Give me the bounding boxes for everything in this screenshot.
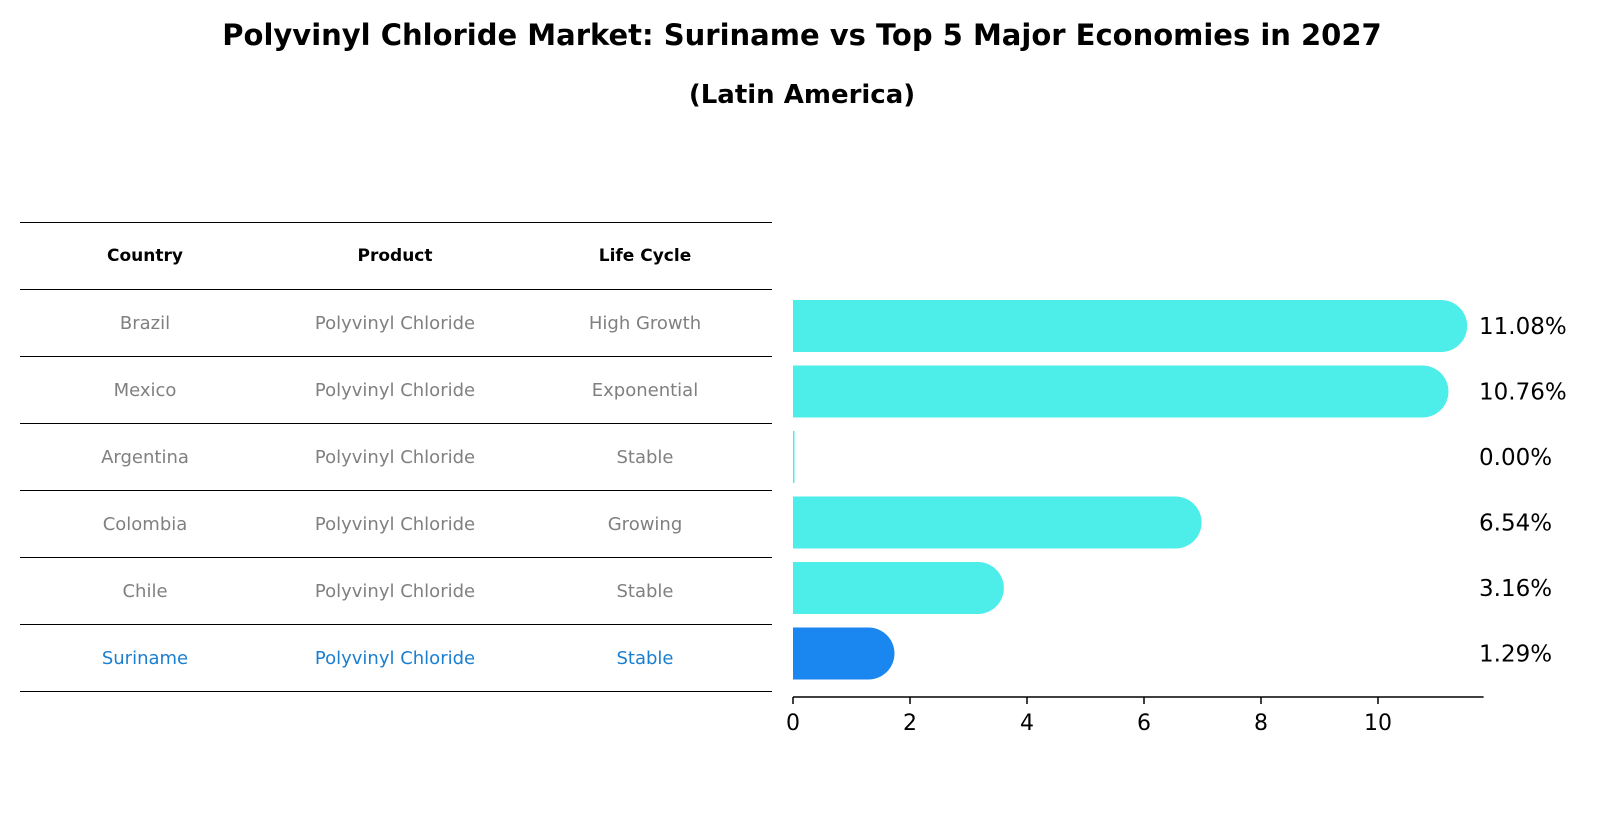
value-label: 0.00% xyxy=(1479,445,1552,471)
bar-chile xyxy=(793,562,1004,614)
chart-title: Polyvinyl Chloride Market: Suriname vs T… xyxy=(222,18,1382,52)
table-row: Brazil Polyvinyl Chloride High Growth xyxy=(20,290,772,357)
x-tick-label: 8 xyxy=(1254,711,1268,736)
product-cell: Polyvinyl Chloride xyxy=(314,513,476,535)
value-label: 6.54% xyxy=(1479,511,1552,537)
life-cycle-cell: Exponential xyxy=(591,379,699,401)
country-cell: Colombia xyxy=(102,513,188,535)
header-life-cycle: Life Cycle xyxy=(598,246,692,266)
value-label: 11.08% xyxy=(1479,314,1567,340)
chart-subtitle: (Latin America) xyxy=(688,80,916,110)
country-cell: Argentina xyxy=(101,446,189,468)
product-cell: Polyvinyl Chloride xyxy=(314,379,476,401)
life-cycle-cell: Growing xyxy=(607,513,683,535)
country-cell: Mexico xyxy=(113,379,177,401)
life-cycle-cell: Stable xyxy=(616,580,674,602)
bar-brazil xyxy=(793,300,1468,352)
product-cell: Polyvinyl Chloride xyxy=(314,312,476,334)
product-cell: Polyvinyl Chloride xyxy=(314,580,476,602)
value-label: 3.16% xyxy=(1479,576,1552,602)
header-product: Product xyxy=(357,246,433,266)
life-cycle-cell: High Growth xyxy=(588,312,702,334)
table-row: Argentina Polyvinyl Chloride Stable xyxy=(20,424,772,491)
country-cell: Brazil xyxy=(119,312,171,334)
x-tick-label: 10 xyxy=(1364,711,1392,736)
life-cycle-cell: Stable xyxy=(616,446,674,468)
market-table: Country Product Life Cycle Brazil Polyvi… xyxy=(20,222,772,692)
table-row: Mexico Polyvinyl Chloride Exponential xyxy=(20,357,772,424)
product-cell: Polyvinyl Chloride xyxy=(314,446,476,468)
bar-suriname xyxy=(793,627,895,680)
x-tick-label: 6 xyxy=(1137,711,1151,736)
value-label: 10.76% xyxy=(1479,380,1567,406)
header-country: Country xyxy=(107,246,183,266)
bar-colombia xyxy=(793,496,1202,549)
table-header-row: Country Product Life Cycle xyxy=(20,223,772,290)
table-row-highlight: Suriname Polyvinyl Chloride Stable xyxy=(20,625,772,692)
bar-mexico xyxy=(793,365,1449,418)
table-row: Chile Polyvinyl Chloride Stable xyxy=(20,558,772,625)
bar-argentina xyxy=(793,431,795,483)
table-row: Colombia Polyvinyl Chloride Growing xyxy=(20,491,772,558)
life-cycle-cell: Stable xyxy=(616,647,674,669)
country-cell: Chile xyxy=(122,580,168,602)
x-tick-label: 4 xyxy=(1020,711,1034,736)
country-cell: Suriname xyxy=(101,647,189,669)
value-label: 1.29% xyxy=(1479,642,1552,668)
product-cell: Polyvinyl Chloride xyxy=(314,647,476,669)
x-tick-label: 0 xyxy=(786,711,800,736)
x-tick-label: 2 xyxy=(903,711,917,736)
